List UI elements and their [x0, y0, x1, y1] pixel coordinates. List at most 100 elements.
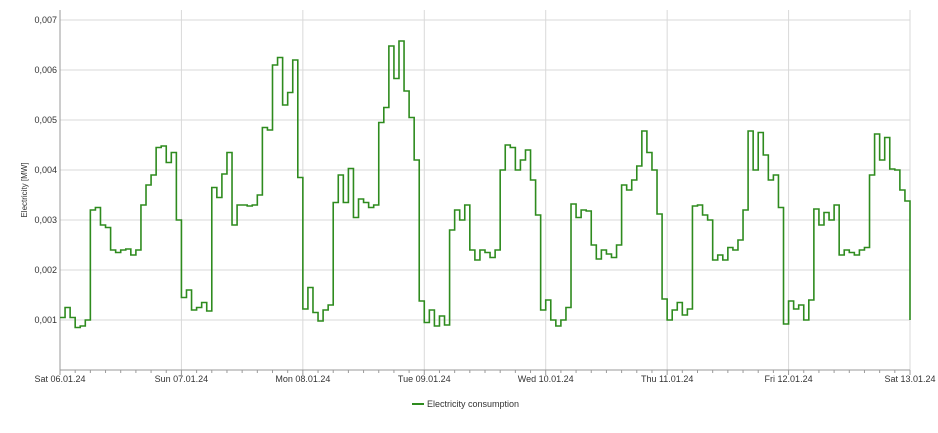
data-point: [388, 46, 389, 47]
data-point: [302, 309, 303, 310]
data-point: [869, 175, 870, 176]
data-point: [636, 166, 637, 167]
data-point: [444, 325, 445, 326]
data-point: [186, 290, 187, 291]
data-point: [242, 205, 243, 206]
data-point: [196, 307, 197, 308]
y-axis-title: Electricity [MW]: [20, 162, 29, 217]
data-point: [156, 147, 157, 148]
data-point: [282, 105, 283, 106]
data-point: [226, 152, 227, 153]
x-tick-label: Sat 13.01.24: [884, 374, 935, 384]
data-point: [459, 220, 460, 221]
data-point: [844, 250, 845, 251]
data-point: [783, 324, 784, 325]
data-point: [383, 107, 384, 108]
data-point: [839, 255, 840, 256]
data-point: [510, 147, 511, 148]
data-point: [434, 326, 435, 327]
data-point: [333, 202, 334, 203]
data-point: [495, 250, 496, 251]
data-point: [105, 227, 106, 228]
data-point: [555, 326, 556, 327]
data-point: [530, 180, 531, 181]
data-point: [247, 206, 248, 207]
data-point: [884, 137, 885, 138]
data-point: [409, 117, 410, 118]
data-point: [581, 210, 582, 211]
data-point: [758, 132, 759, 133]
data-point: [353, 217, 354, 218]
y-tick-label: 0,005: [34, 115, 57, 125]
data-point: [545, 300, 546, 301]
data-point: [707, 220, 708, 221]
data-point: [485, 252, 486, 253]
data-point: [818, 225, 819, 226]
data-point: [879, 160, 880, 161]
data-point: [343, 202, 344, 203]
data-point: [692, 206, 693, 207]
x-tick-label: Sun 07.01.24: [155, 374, 209, 384]
data-point: [85, 320, 86, 321]
data-point: [829, 220, 830, 221]
data-point: [778, 207, 779, 208]
data-point: [591, 245, 592, 246]
data-point: [672, 310, 673, 311]
legend-label: Electricity consumption: [427, 399, 519, 409]
data-point: [520, 160, 521, 161]
data-point: [687, 309, 688, 310]
y-tick-label: 0,001: [34, 315, 57, 325]
data-point: [449, 230, 450, 231]
data-point: [854, 255, 855, 256]
data-point: [788, 301, 789, 302]
data-point: [560, 320, 561, 321]
grid-lines: [60, 10, 911, 370]
data-point: [419, 301, 420, 302]
x-tick-label: Thu 11.01.24: [641, 374, 693, 384]
data-point: [424, 322, 425, 323]
data-point: [626, 190, 627, 191]
data-point: [611, 257, 612, 258]
data-point: [90, 210, 91, 211]
data-point: [773, 175, 774, 176]
data-point: [373, 205, 374, 206]
data-point: [454, 210, 455, 211]
data-point: [748, 131, 749, 132]
data-point: [221, 174, 222, 175]
y-tick-label: 0,007: [34, 15, 57, 25]
data-point: [667, 320, 668, 321]
data-point: [464, 205, 465, 206]
data-point: [368, 207, 369, 208]
data-point: [657, 214, 658, 215]
data-point: [515, 170, 516, 171]
legend[interactable]: Electricity consumption: [412, 399, 519, 409]
data-point: [100, 225, 101, 226]
data-point: [743, 210, 744, 211]
y-tick-label: 0,006: [34, 65, 57, 75]
data-point: [272, 65, 273, 66]
data-point: [181, 297, 182, 298]
data-point: [414, 160, 415, 161]
data-point: [910, 320, 911, 321]
data-point: [393, 78, 394, 79]
data-point: [505, 145, 506, 146]
data-point: [398, 41, 399, 42]
data-point: [257, 195, 258, 196]
data-point: [166, 162, 167, 163]
data-point: [803, 320, 804, 321]
data-point: [232, 225, 233, 226]
data-point: [500, 170, 501, 171]
data-point: [348, 168, 349, 169]
data-point: [318, 321, 319, 322]
data-point: [307, 287, 308, 288]
data-point: [146, 185, 147, 186]
data-point: [849, 252, 850, 253]
data-point: [490, 257, 491, 258]
data-point: [358, 199, 359, 200]
data-point: [616, 245, 617, 246]
data-point: [277, 57, 278, 58]
x-tick-label: Wed 10.01.24: [518, 374, 574, 384]
tick-labels: 0,001 0,002 0,003 0,004 0,005 0,006 0,007 Sat 0…: [34, 15, 935, 384]
y-tick-label: 0,003: [34, 215, 57, 225]
